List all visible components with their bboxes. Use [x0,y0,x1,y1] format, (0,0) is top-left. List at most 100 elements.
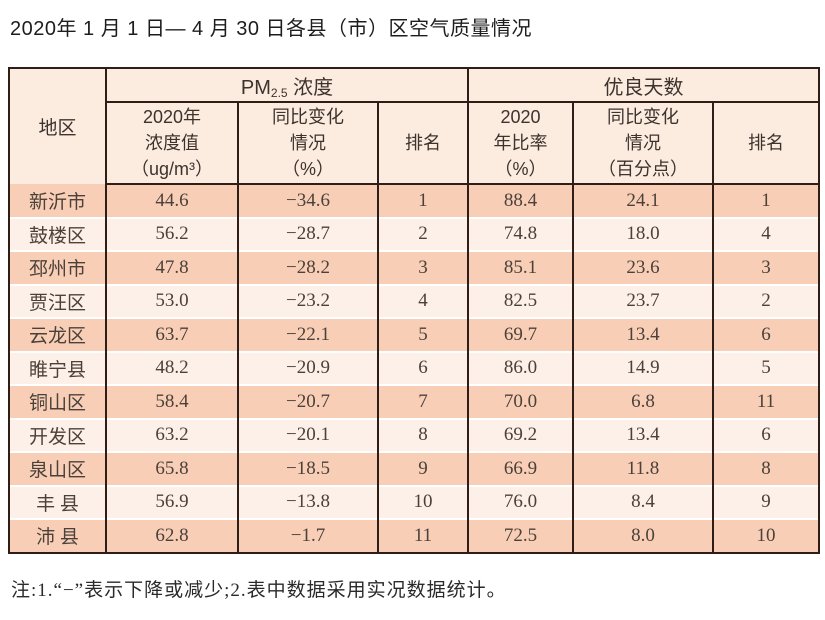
cell-ratio_change: 23.7 [572,283,715,318]
pm-change-header: 同比变化 情况 （%） [237,102,379,185]
cell-region: 开发区 [8,417,107,452]
cell-pm_change: −22.1 [237,317,379,352]
cell-pm_value: 44.6 [105,184,239,218]
cell-pm_rank: 2 [376,216,470,251]
cell-ratio: 74.8 [467,216,575,251]
cell-ratio_change: 8.0 [572,518,715,553]
table-body: 新沂市 44.6 −34.6 1 88.4 24.1 1 鼓楼区 56.2 −28.7 2 74.8 1… [8,184,821,553]
ratio-header: 2020 年比率 （%） [467,102,575,185]
cell-days_rank: 8 [712,451,821,486]
cell-region: 睢宁县 [8,350,107,385]
table-row: 睢宁县 48.2 −20.9 6 86.0 14.9 5 [8,350,821,385]
cell-ratio: 82.5 [467,283,575,318]
pm25-group-header: PM2.5 浓度 [104,68,470,103]
cell-pm_value: 53.0 [105,283,239,318]
table-row: 云龙区 63.7 −22.1 5 69.7 13.4 6 [8,317,821,352]
good-days-group-header: 优良天数 [467,68,821,103]
cell-region: 沛 县 [8,518,107,553]
pm-suffix: 浓度 [287,76,334,99]
cell-ratio_change: 23.6 [572,250,715,285]
table-row: 沛 县 62.8 −1.7 11 72.5 8.0 10 [8,518,821,553]
cell-region: 丰 县 [8,484,107,519]
table-row: 新沂市 44.6 −34.6 1 88.4 24.1 1 [8,184,821,218]
cell-ratio_change: 6.8 [572,384,715,419]
cell-pm_rank: 6 [376,350,470,385]
cell-ratio_change: 13.4 [572,417,715,452]
cell-pm_rank: 10 [376,484,470,519]
table-header: 地区 PM2.5 浓度 优良天数 2020年 浓度值 （ug/m³） 同比变化 … [8,68,821,185]
cell-ratio: 76.0 [467,484,575,519]
cell-pm_rank: 1 [376,184,470,218]
cell-pm_change: −28.2 [237,250,379,285]
cell-pm_change: −23.2 [237,283,379,318]
cell-pm_change: −18.5 [237,451,379,486]
table-row: 贾汪区 53.0 −23.2 4 82.5 23.7 2 [8,283,821,318]
cell-pm_value: 62.8 [105,518,239,553]
cell-pm_value: 63.2 [105,417,239,452]
ratio-change-header: 同比变化 情况 （百分点） [572,102,715,185]
cell-region: 泉山区 [8,451,107,486]
cell-days_rank: 10 [712,518,821,553]
cell-pm_rank: 7 [376,384,470,419]
cell-pm_change: −20.7 [237,384,379,419]
cell-region: 新沂市 [8,184,107,218]
table-row: 开发区 63.2 −20.1 8 69.2 13.4 6 [8,417,821,452]
cell-ratio: 70.0 [467,384,575,419]
cell-pm_value: 48.2 [105,350,239,385]
cell-days_rank: 6 [712,417,821,452]
cell-days_rank: 3 [712,250,821,285]
header-sub-row: 2020年 浓度值 （ug/m³） 同比变化 情况 （%） 排名 2020 年比… [9,102,821,185]
cell-ratio: 69.7 [467,317,575,352]
table-row: 鼓楼区 56.2 −28.7 2 74.8 18.0 4 [8,216,821,251]
pm-value-header: 2020年 浓度值 （ug/m³） [105,102,239,185]
cell-ratio_change: 14.9 [572,350,715,385]
cell-days_rank: 6 [712,317,821,352]
table-row: 铜山区 58.4 −20.7 7 70.0 6.8 11 [8,384,821,419]
pm-subscript: 2.5 [270,85,288,100]
days-rank-header: 排名 [712,102,821,185]
cell-pm_rank: 5 [376,317,470,352]
cell-region: 鼓楼区 [8,216,107,251]
table-row: 丰 县 56.9 −13.8 10 76.0 8.4 9 [8,484,821,519]
cell-ratio: 66.9 [467,451,575,486]
pm-label: PM [240,76,271,99]
cell-pm_rank: 11 [376,518,470,553]
cell-pm_value: 47.8 [105,250,239,285]
cell-ratio: 86.0 [467,350,575,385]
table-row: 泉山区 65.8 −18.5 9 66.9 11.8 8 [8,451,821,486]
table-row: 邳州市 47.8 −28.2 3 85.1 23.6 3 [8,250,821,285]
cell-days_rank: 5 [712,350,821,385]
pm-rank-header: 排名 [376,102,470,185]
page-title: 2020年 1 月 1 日— 4 月 30 日各县（市）区空气质量情况 [10,18,533,40]
cell-region: 云龙区 [8,317,107,352]
cell-pm_value: 63.7 [105,317,239,352]
cell-region: 铜山区 [8,384,107,419]
cell-ratio_change: 13.4 [572,317,715,352]
cell-pm_change: −13.8 [237,484,379,519]
cell-pm_value: 65.8 [105,451,239,486]
cell-ratio_change: 24.1 [572,184,715,218]
cell-days_rank: 1 [712,184,821,218]
cell-ratio: 85.1 [467,250,575,285]
cell-ratio: 72.5 [467,518,575,553]
cell-pm_value: 58.4 [105,384,239,419]
cell-ratio_change: 11.8 [572,451,715,486]
cell-pm_rank: 3 [376,250,470,285]
cell-pm_rank: 9 [376,451,470,486]
header-group-row: 地区 PM2.5 浓度 优良天数 [8,68,821,184]
cell-ratio_change: 18.0 [572,216,715,251]
cell-pm_value: 56.2 [105,216,239,251]
cell-days_rank: 11 [712,384,821,419]
region-column-header: 地区 [8,68,107,184]
cell-pm_rank: 8 [376,417,470,452]
air-quality-table: 地区 PM2.5 浓度 优良天数 2020年 浓度值 （ug/m³） 同比变化 … [8,67,821,554]
cell-region: 邳州市 [8,250,107,285]
cell-ratio_change: 8.4 [572,484,715,519]
cell-pm_change: −28.7 [237,216,379,251]
cell-pm_rank: 4 [376,283,470,318]
cell-days_rank: 2 [712,283,821,318]
cell-days_rank: 9 [712,484,821,519]
footnote: 注:1.“−”表示下降或减少;2.表中数据采用实况数据统计。 [11,579,507,601]
cell-pm_value: 56.9 [105,484,239,519]
